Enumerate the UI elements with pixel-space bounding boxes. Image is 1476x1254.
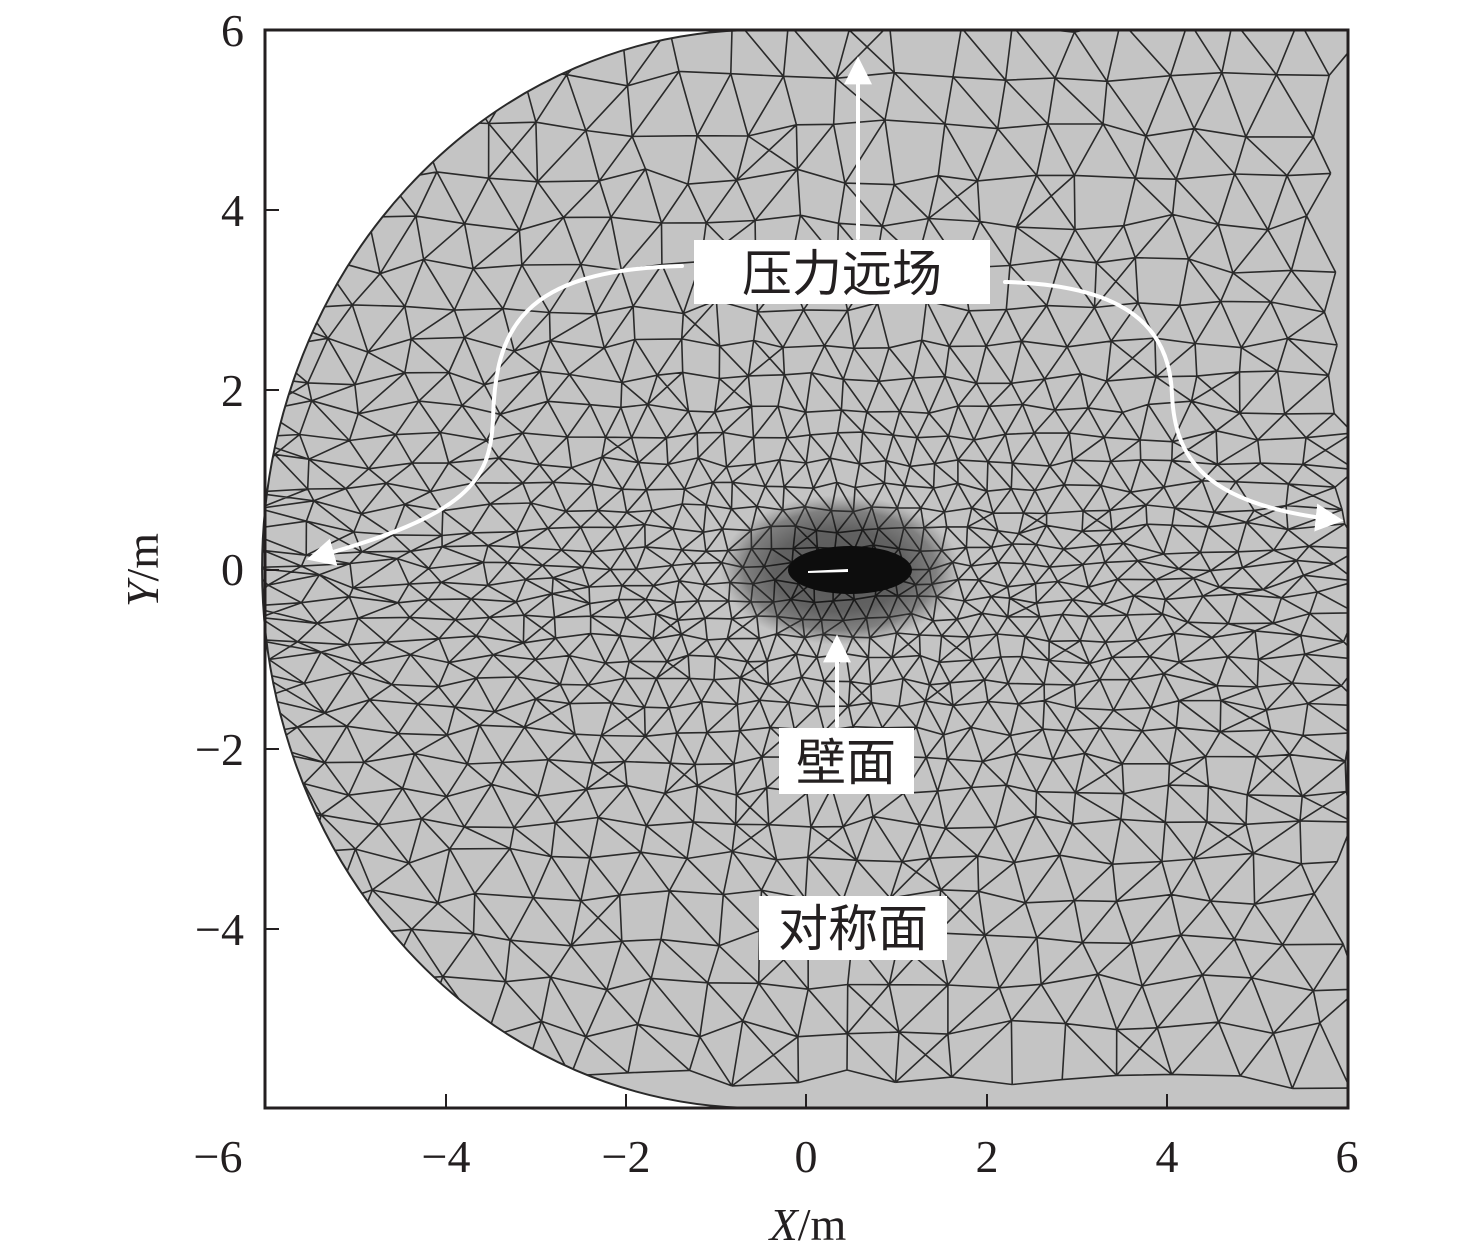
wall-label: 壁面 — [796, 734, 896, 792]
y-axis-title: Y/m — [117, 533, 168, 607]
far-field-arrow-left — [306, 264, 684, 566]
y-tick-label: 0 — [221, 544, 244, 595]
y-tick-label: −2 — [195, 724, 244, 775]
computational-domain — [261, 29, 1348, 1109]
x-axis-symbol: X — [768, 1199, 800, 1250]
callout-box — [779, 728, 914, 794]
y-tick-labels: 6 4 2 0 −2 −4 — [195, 5, 244, 955]
y-tick-label: 6 — [221, 5, 244, 56]
callout-pressure-far-field: 压力远场 — [694, 240, 990, 304]
x-tick-labels: −6 −4 −2 0 2 4 6 — [194, 1131, 1359, 1182]
y-tick-label: 2 — [221, 365, 244, 416]
x-tick-label: 4 — [1156, 1131, 1179, 1182]
x-tick-label: 2 — [976, 1131, 999, 1182]
symmetry-plane-label: 对称面 — [778, 900, 928, 958]
callout-box — [694, 240, 990, 304]
far-field-arrow-right — [1003, 280, 1344, 532]
x-tick-label: −4 — [422, 1131, 471, 1182]
dense-core-mesh — [788, 546, 912, 594]
x-tick-label: 6 — [1336, 1131, 1359, 1182]
callout-wall: 壁面 — [779, 728, 914, 794]
x-axis-unit: /m — [798, 1199, 847, 1250]
callout-symmetry-plane: 对称面 — [759, 896, 947, 960]
callout-box — [759, 896, 947, 960]
annotation-arrows — [306, 56, 1344, 728]
y-axis-symbol: Y — [117, 577, 168, 607]
x-tick-label: −6 — [194, 1131, 243, 1182]
x-tick-label: 0 — [795, 1131, 818, 1182]
y-tick-label: 4 — [221, 185, 244, 236]
wall-body — [808, 569, 848, 573]
x-axis-title: X/m — [768, 1199, 847, 1250]
pressure-far-field-label: 压力远场 — [742, 245, 942, 303]
tick-marks — [265, 209, 1168, 1108]
x-tick-label: −2 — [602, 1131, 651, 1182]
y-tick-label: −4 — [195, 904, 244, 955]
y-axis-unit: /m — [117, 533, 168, 582]
axes: −6 −4 −2 0 2 4 6 6 4 2 0 −2 −4 X/m Y/m — [117, 5, 1359, 1250]
